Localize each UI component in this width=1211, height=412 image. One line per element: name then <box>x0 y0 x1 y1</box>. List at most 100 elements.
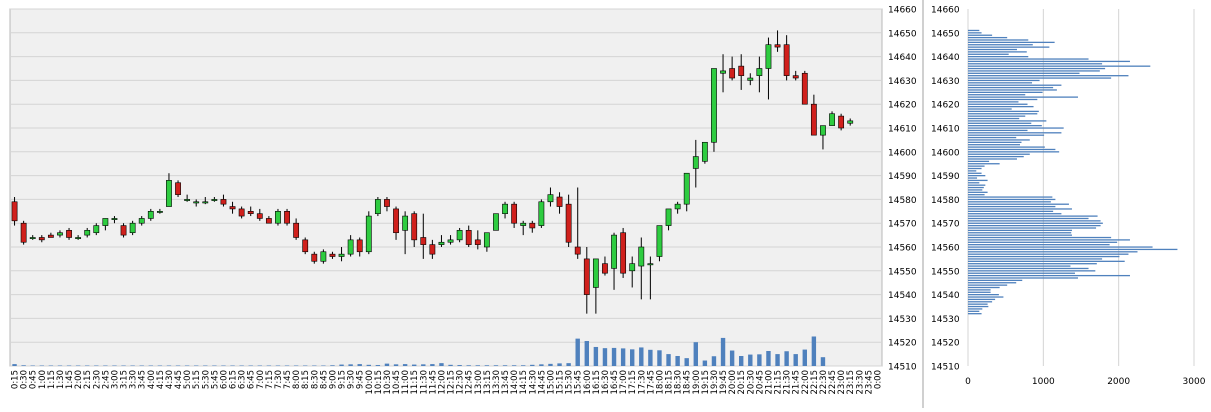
volume-bar <box>457 365 461 366</box>
candle-body-up <box>148 211 153 218</box>
volume-bar <box>448 365 452 366</box>
profile-bar <box>968 58 1089 59</box>
profile-price-tick-label: 14510 <box>931 363 960 373</box>
candle-body-down <box>248 211 253 213</box>
volume-bar <box>494 365 498 366</box>
profile-bar <box>968 158 1017 159</box>
profile-price-tick-label: 14640 <box>931 53 960 63</box>
profile-bar <box>968 165 985 166</box>
volume-bar <box>685 358 689 366</box>
profile-bar <box>968 87 1053 88</box>
candle-body-down <box>221 199 226 204</box>
profile-bar <box>968 296 1003 297</box>
candle-body-up <box>321 252 326 262</box>
profile-bar <box>968 220 1101 221</box>
candle-body-up <box>103 218 108 225</box>
candle-body-down <box>793 76 798 78</box>
profile-price-tick-label: 14550 <box>931 267 960 277</box>
profile-bar <box>968 232 1071 233</box>
volume-bar <box>403 364 407 366</box>
volume-bar <box>621 348 625 366</box>
candle-body-down <box>21 223 26 242</box>
profile-bar <box>968 223 1103 224</box>
candle-body-up <box>30 237 35 238</box>
candle-body-up <box>820 126 825 136</box>
candle-body-up <box>675 204 680 209</box>
price-tick-label: 14650 <box>888 29 917 39</box>
profile-bar <box>968 161 989 162</box>
candle-body-up <box>139 218 144 223</box>
profile-bar <box>968 313 982 314</box>
price-tick-label: 14570 <box>888 220 917 230</box>
profile-bar <box>968 175 985 176</box>
profile-bar <box>968 308 982 309</box>
profile-bar <box>968 96 1078 97</box>
volume-bar <box>21 365 25 366</box>
candle-body-up <box>157 211 162 212</box>
candle-body-down <box>239 209 244 216</box>
profile-bar <box>968 256 1119 257</box>
candle-body-up <box>439 242 444 244</box>
profile-bar <box>968 154 1030 155</box>
profile-bar <box>968 137 1016 138</box>
volume-bar <box>585 341 589 366</box>
candle-body-up <box>693 157 698 169</box>
candle-body-up <box>348 240 353 254</box>
profile-bar <box>968 301 992 302</box>
profile-bar <box>968 311 979 312</box>
profile-bar <box>968 206 1055 207</box>
price-tick-label: 14520 <box>888 339 917 349</box>
profile-bar <box>968 39 1028 40</box>
candle-body-down <box>175 183 180 195</box>
candle-body-up <box>194 202 199 203</box>
candle-body-up <box>748 78 753 80</box>
candle-body-down <box>266 218 271 223</box>
price-tick-label: 14590 <box>888 172 917 182</box>
candle-body-up <box>593 259 598 288</box>
profile-price-tick-label: 14600 <box>931 148 960 158</box>
candle-body-down <box>384 199 389 206</box>
time-tick-label: 0:00 <box>873 370 883 389</box>
profile-price-tick-label: 14520 <box>931 339 960 349</box>
candle-body-up <box>702 142 707 161</box>
profile-bar <box>968 304 988 305</box>
candle-body-down <box>739 66 744 76</box>
profile-price-tick-label: 14610 <box>931 125 960 135</box>
candle-body-up <box>666 209 671 226</box>
candle-body-up <box>185 199 190 200</box>
profile-bar <box>968 249 1177 250</box>
volume-bar <box>730 351 734 366</box>
price-tick-label: 14620 <box>888 101 917 111</box>
profile-bar <box>968 215 1098 216</box>
candle-body-down <box>430 245 435 255</box>
price-tick-label: 14540 <box>888 291 917 301</box>
volume-bar <box>530 365 534 366</box>
profile-bar <box>968 189 982 190</box>
profile-bar <box>968 127 1064 128</box>
profile-volume-tick-label: 1000 <box>1032 377 1055 387</box>
profile-bar <box>968 187 984 188</box>
candle-body-up <box>711 69 716 143</box>
candle-body-down <box>557 197 562 207</box>
profile-bar <box>968 204 1069 205</box>
profile-bar <box>968 146 1045 147</box>
profile-bar <box>968 151 1059 152</box>
profile-bar <box>968 282 1016 283</box>
volume-bar <box>648 350 652 366</box>
profile-bar <box>968 94 1025 95</box>
candle-body-down <box>312 254 317 261</box>
profile-bar <box>968 246 1153 247</box>
profile-bar <box>968 66 1150 67</box>
candle-body-down <box>39 237 44 239</box>
profile-price-tick-label: 14620 <box>931 101 960 111</box>
volume-bar <box>712 356 716 366</box>
volume-bar <box>721 338 725 366</box>
profile-bar <box>968 277 1078 278</box>
profile-bar <box>968 239 1130 240</box>
candle-body-up <box>484 233 489 247</box>
price-tick-label: 14550 <box>888 267 917 277</box>
volume-bar <box>421 364 425 366</box>
profile-bar <box>968 196 1052 197</box>
profile-bar <box>968 37 1007 38</box>
